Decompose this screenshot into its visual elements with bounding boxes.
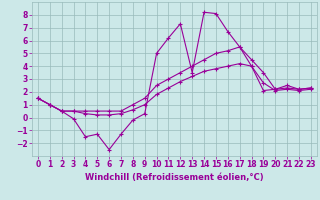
X-axis label: Windchill (Refroidissement éolien,°C): Windchill (Refroidissement éolien,°C) bbox=[85, 173, 264, 182]
